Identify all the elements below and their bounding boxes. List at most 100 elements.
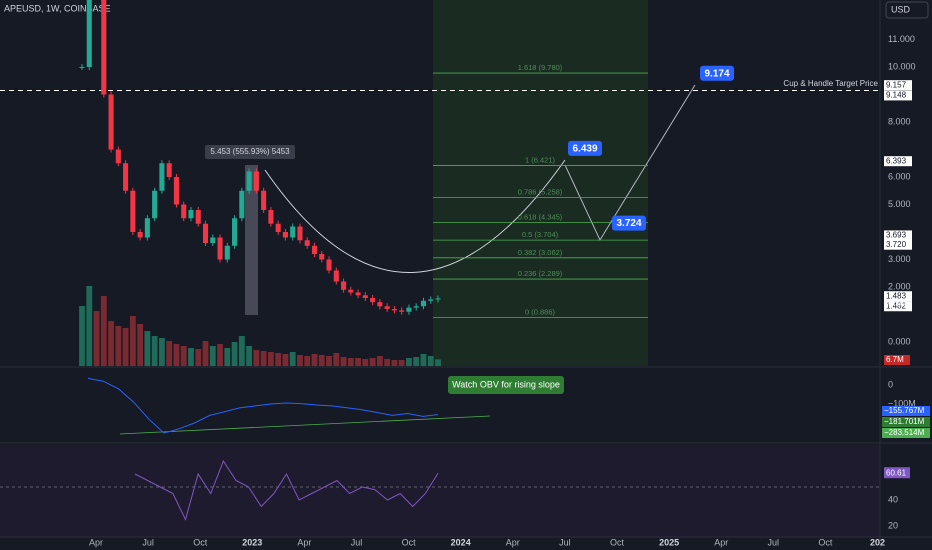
time-label: 202 [870, 537, 885, 547]
candle [282, 232, 288, 238]
fib-zone [433, 0, 648, 366]
time-label: Jul [768, 537, 780, 547]
rsi-band [0, 445, 880, 537]
candle [406, 307, 412, 312]
price-tag-label: 6.393 [886, 156, 907, 165]
time-label: Jul [559, 537, 571, 547]
volume-tag: 6.7M [886, 355, 904, 364]
volume-bar [188, 348, 194, 366]
time-label: Jul [351, 537, 363, 547]
volume-bar [311, 354, 318, 366]
obv-tick-label: −100M [888, 398, 916, 408]
obv-tag-label: −181.701M [884, 417, 925, 426]
obv-line [87, 377, 439, 434]
obv-tag [882, 406, 930, 416]
measure-label-box [205, 145, 295, 159]
price-tag-label: 9.148 [886, 91, 907, 100]
candle [290, 226, 296, 238]
candle [304, 240, 310, 246]
candle [159, 163, 165, 191]
candle [130, 190, 136, 232]
candle [108, 94, 114, 150]
candle [297, 226, 303, 241]
volume-bar [267, 352, 274, 366]
volume-bar [100, 296, 107, 366]
fib-label: 0 (0.886) [525, 308, 556, 317]
volume-bar [369, 358, 376, 366]
obv-note-box [448, 376, 564, 394]
price-tag [884, 239, 912, 250]
candle [101, 0, 107, 95]
candle [86, 0, 92, 67]
candle [202, 223, 209, 243]
price-tag-label: 1.483 [886, 291, 907, 300]
volume-bar [260, 351, 267, 366]
candle [137, 232, 143, 238]
volume-bar [137, 324, 144, 366]
candle [435, 298, 441, 300]
currency-button[interactable] [885, 1, 929, 19]
time-label: Jul [142, 537, 154, 547]
volume-bar [391, 360, 398, 366]
volume-bar [180, 346, 187, 366]
fib-label: 1 (6.421) [525, 155, 556, 164]
time-label: 2025 [659, 537, 679, 547]
candle [275, 223, 281, 232]
volume-bar [108, 321, 114, 366]
candle [195, 210, 201, 224]
volume-tag-box [884, 355, 910, 365]
candle [173, 177, 179, 205]
volume-bar [159, 338, 165, 366]
volume-bar [435, 359, 441, 366]
volume-bar [217, 344, 223, 366]
time-label: Apr [714, 537, 728, 547]
candle [181, 204, 187, 219]
time-label: Oct [193, 537, 208, 547]
volume-bar [231, 342, 238, 366]
price-tick-label: 6.000 [888, 171, 911, 181]
candle [79, 67, 85, 68]
rsi-line [134, 459, 439, 521]
volume-bar [122, 328, 129, 366]
price-tag [884, 301, 912, 312]
candle [224, 245, 230, 260]
price-tag [884, 156, 912, 167]
callout-label: 3.724 [616, 218, 641, 229]
rsi-tag-label: 60.61 [886, 468, 907, 477]
volume-bar [362, 359, 369, 366]
candle [188, 210, 194, 219]
volume-bar [166, 341, 173, 366]
rsi-tag [884, 467, 910, 479]
price-tick-label: 3.000 [888, 254, 911, 264]
price-tick-label: 2.000 [888, 281, 911, 291]
volume-bar [151, 336, 158, 366]
volume-bar [318, 355, 325, 366]
obv-note: Watch OBV for rising slope [452, 379, 560, 389]
time-label: Apr [297, 537, 311, 547]
volume-bar [115, 326, 122, 366]
candle [268, 210, 274, 224]
volume-bar [333, 353, 340, 366]
candle [326, 259, 332, 271]
volume-bar [93, 311, 100, 366]
candle [333, 270, 339, 282]
time-label: Apr [506, 537, 520, 547]
callout-box [568, 140, 602, 156]
obv-tag [882, 417, 930, 427]
candle [261, 190, 267, 210]
rsi-tick-label: 20 [888, 520, 898, 530]
volume-bar [304, 356, 311, 366]
obv-tag [882, 428, 930, 438]
currency[interactable]: USD [891, 4, 911, 14]
price-pane [79, 0, 441, 315]
volume-bar [202, 341, 209, 366]
fib-label: 0.5 (3.704) [522, 230, 559, 239]
price-tick-label: 0.000 [888, 336, 911, 346]
obv-tag-label: −283.514M [884, 428, 925, 437]
candle [377, 302, 383, 307]
volume-bar [86, 286, 93, 366]
candle [355, 292, 361, 296]
rsi-tick-label: 40 [888, 494, 898, 504]
candle [253, 171, 259, 191]
volume-bar [413, 357, 420, 366]
